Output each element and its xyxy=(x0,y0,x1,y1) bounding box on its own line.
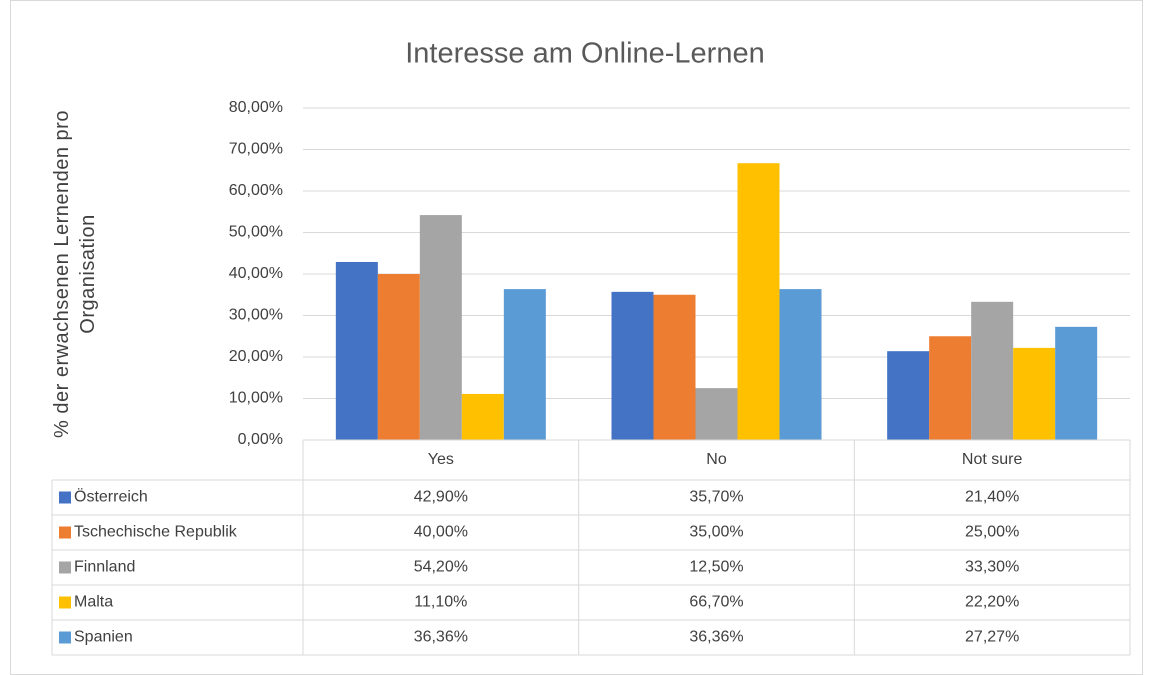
bar xyxy=(887,351,930,440)
legend-label: Tschechische Republik xyxy=(74,524,238,541)
y-tick-label: 50,00% xyxy=(229,224,283,241)
table-value: 22,20% xyxy=(965,594,1019,611)
table-value: 25,00% xyxy=(965,524,1019,541)
legend-label: Malta xyxy=(74,594,113,611)
table-value: 27,27% xyxy=(965,629,1019,646)
bar xyxy=(419,215,462,440)
legend-key xyxy=(59,491,71,504)
bar xyxy=(1055,326,1098,440)
legend-key xyxy=(59,631,71,644)
bar xyxy=(1013,347,1056,440)
legend-key xyxy=(59,596,71,609)
bar xyxy=(461,393,504,440)
table-value: 35,00% xyxy=(689,524,743,541)
x-tick-label: Yes xyxy=(428,451,454,468)
bar xyxy=(335,261,378,440)
legend-label: Finnland xyxy=(74,559,135,576)
y-tick-label: 30,00% xyxy=(229,307,283,324)
x-tick-label: No xyxy=(706,451,727,468)
x-tick-label: Not sure xyxy=(962,451,1023,468)
table-value: 12,50% xyxy=(689,559,743,576)
y-tick-label: 70,00% xyxy=(229,141,283,158)
bar xyxy=(377,274,420,440)
y-tick-label: 40,00% xyxy=(229,265,283,282)
table-value: 54,20% xyxy=(414,559,468,576)
bar xyxy=(737,163,780,440)
bar xyxy=(653,294,696,440)
bar xyxy=(971,301,1014,440)
y-tick-label: 20,00% xyxy=(229,348,283,365)
bar xyxy=(611,291,654,440)
y-tick-label: 0,00% xyxy=(238,431,283,448)
table-value: 33,30% xyxy=(965,559,1019,576)
y-tick-label: 10,00% xyxy=(229,390,283,407)
legend-key xyxy=(59,561,71,574)
bar xyxy=(779,289,822,440)
table-value: 21,40% xyxy=(965,489,1019,506)
table-value: 40,00% xyxy=(414,524,468,541)
chart-title: Interesse am Online-Lernen xyxy=(405,38,764,70)
table-value: 36,36% xyxy=(414,629,468,646)
bar xyxy=(503,289,546,440)
legend-label: Spanien xyxy=(74,629,133,646)
table-value: 11,10% xyxy=(414,594,467,611)
table-value: 36,36% xyxy=(689,629,743,646)
y-axis-title: % der erwachsenen Lernenden pro Organisa… xyxy=(51,110,99,438)
bar xyxy=(929,336,972,440)
table-value: 66,70% xyxy=(689,594,743,611)
table-value: 35,70% xyxy=(689,489,743,506)
bar xyxy=(695,388,738,440)
legend-label: Österreich xyxy=(74,488,148,506)
table-value: 42,90% xyxy=(414,489,468,506)
y-tick-label: 60,00% xyxy=(229,182,283,199)
y-tick-label: 80,00% xyxy=(229,99,283,116)
legend-key xyxy=(59,526,71,539)
